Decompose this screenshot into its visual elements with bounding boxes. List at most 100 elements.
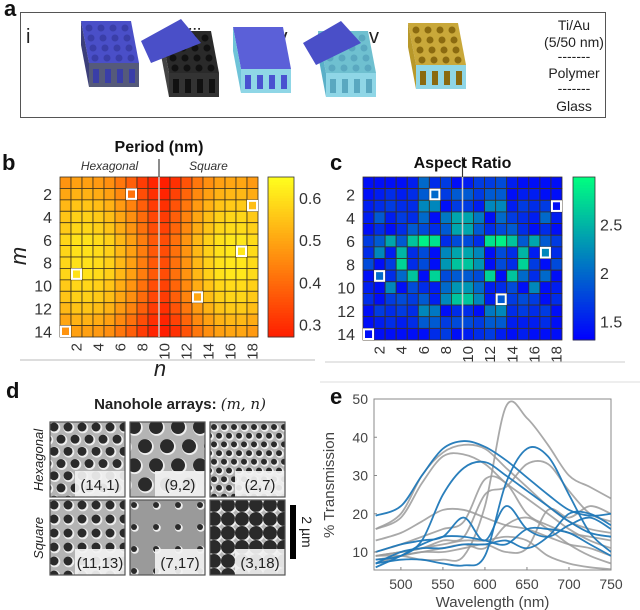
heatmap-cell (539, 269, 552, 283)
colorbar-segment (573, 274, 595, 279)
heatmap-cell (180, 325, 193, 338)
hole-rim (291, 441, 299, 449)
series-line-blue (375, 510, 611, 565)
series-line-blue (375, 460, 611, 561)
nanohole (91, 500, 101, 510)
heatmap-cell (395, 223, 408, 236)
label-box (155, 471, 205, 497)
heatmap-cell (114, 222, 127, 235)
heatmap-cell (235, 290, 248, 304)
heatmap-cell (484, 258, 497, 271)
heatmap-cell (539, 327, 552, 341)
heatmap-cell (428, 211, 441, 224)
pillar (444, 71, 450, 85)
heatmap-cell (81, 279, 94, 292)
heatmap-cell (473, 246, 486, 259)
nanohole (138, 477, 152, 492)
nanohole (153, 524, 159, 530)
heatmap-cell (439, 199, 452, 213)
x-tick-label: 6 (416, 346, 433, 354)
heatmap-cell (180, 222, 193, 235)
nanohole (64, 585, 73, 594)
nanohole (181, 54, 189, 62)
highlighted-cell (374, 270, 386, 282)
nanohole (276, 450, 282, 457)
heatmap-cell (362, 304, 375, 318)
heatmap-cell (147, 245, 160, 258)
block-side (233, 27, 241, 93)
heatmap-cell (473, 293, 486, 306)
heatmap-cell (417, 293, 430, 306)
hole-rim (63, 584, 74, 595)
hole-rim (49, 584, 60, 595)
nanohole (50, 585, 59, 594)
heatmap-cell (213, 188, 226, 201)
colorbar-segment (268, 246, 294, 250)
heatmap-cell (517, 188, 530, 201)
heatmap-cell (81, 290, 94, 304)
heatmap-cell (406, 316, 419, 329)
nanohole (210, 450, 212, 456)
heatmap-cell (506, 234, 519, 248)
heatmap-cell (517, 199, 530, 213)
heatmap-cell (506, 304, 519, 318)
nanohole (131, 568, 137, 574)
nanohole (210, 526, 221, 540)
nanohole (63, 528, 73, 538)
colorbar-segment (573, 272, 595, 276)
array-label: (7,17) (160, 555, 199, 572)
nanohole (50, 542, 59, 552)
legend-top: Ti/Au (558, 17, 590, 33)
heatmap-cell (451, 188, 463, 201)
heatmap-cell (484, 211, 497, 224)
y-tick-label: 8 (43, 256, 52, 273)
nanohole (424, 26, 432, 34)
colorbar-segment (268, 278, 294, 282)
colorbar-segment (573, 261, 595, 265)
heatmap-cell (158, 313, 171, 326)
nanohole (210, 554, 221, 568)
colorbar-segment (573, 312, 595, 317)
nanohole (70, 459, 80, 469)
heatmap-cell (158, 188, 171, 201)
y-tick-label: 10 (337, 281, 355, 298)
heatmap-cell (235, 256, 248, 269)
x-tick-label: 10 (157, 343, 174, 360)
heatmap-cell (191, 176, 204, 189)
colorbar-tick-label: 1.5 (600, 315, 622, 332)
heatmap-cell (439, 269, 452, 283)
nanohole (63, 514, 73, 524)
nanohole (169, 54, 177, 62)
legend-divider: ------- (558, 48, 591, 64)
heatmap-cell (103, 188, 116, 201)
sem-image: (2,7) (209, 421, 299, 498)
heatmap-cell (114, 268, 127, 281)
nanohole (160, 439, 174, 454)
nanohole (171, 422, 185, 434)
pillar (185, 79, 191, 93)
colorbar-segment (268, 209, 294, 213)
hole-rim (109, 590, 117, 598)
colorbar-segment (268, 270, 294, 274)
colorbar-segment (268, 273, 294, 277)
heatmap-cell (550, 258, 563, 271)
pillar (354, 79, 360, 93)
heatmap-cell (235, 302, 248, 315)
heatmap-cell (81, 325, 94, 338)
heatmap-cell (147, 290, 160, 304)
hole-rim (193, 582, 209, 598)
heatmap-cell (213, 176, 226, 189)
heatmap-cell (114, 313, 127, 326)
nanohole (193, 422, 205, 434)
heatmap-cell (428, 281, 441, 294)
heatmap-cell (528, 199, 541, 213)
highlighted-cell (126, 188, 137, 200)
nanohole (123, 34, 131, 42)
heatmap-cell (70, 302, 83, 315)
nanohole (131, 524, 137, 530)
pillar (129, 69, 135, 83)
heatmap-cell (428, 223, 441, 236)
colorbar-segment (573, 269, 595, 273)
heatmap-cell (59, 222, 72, 235)
